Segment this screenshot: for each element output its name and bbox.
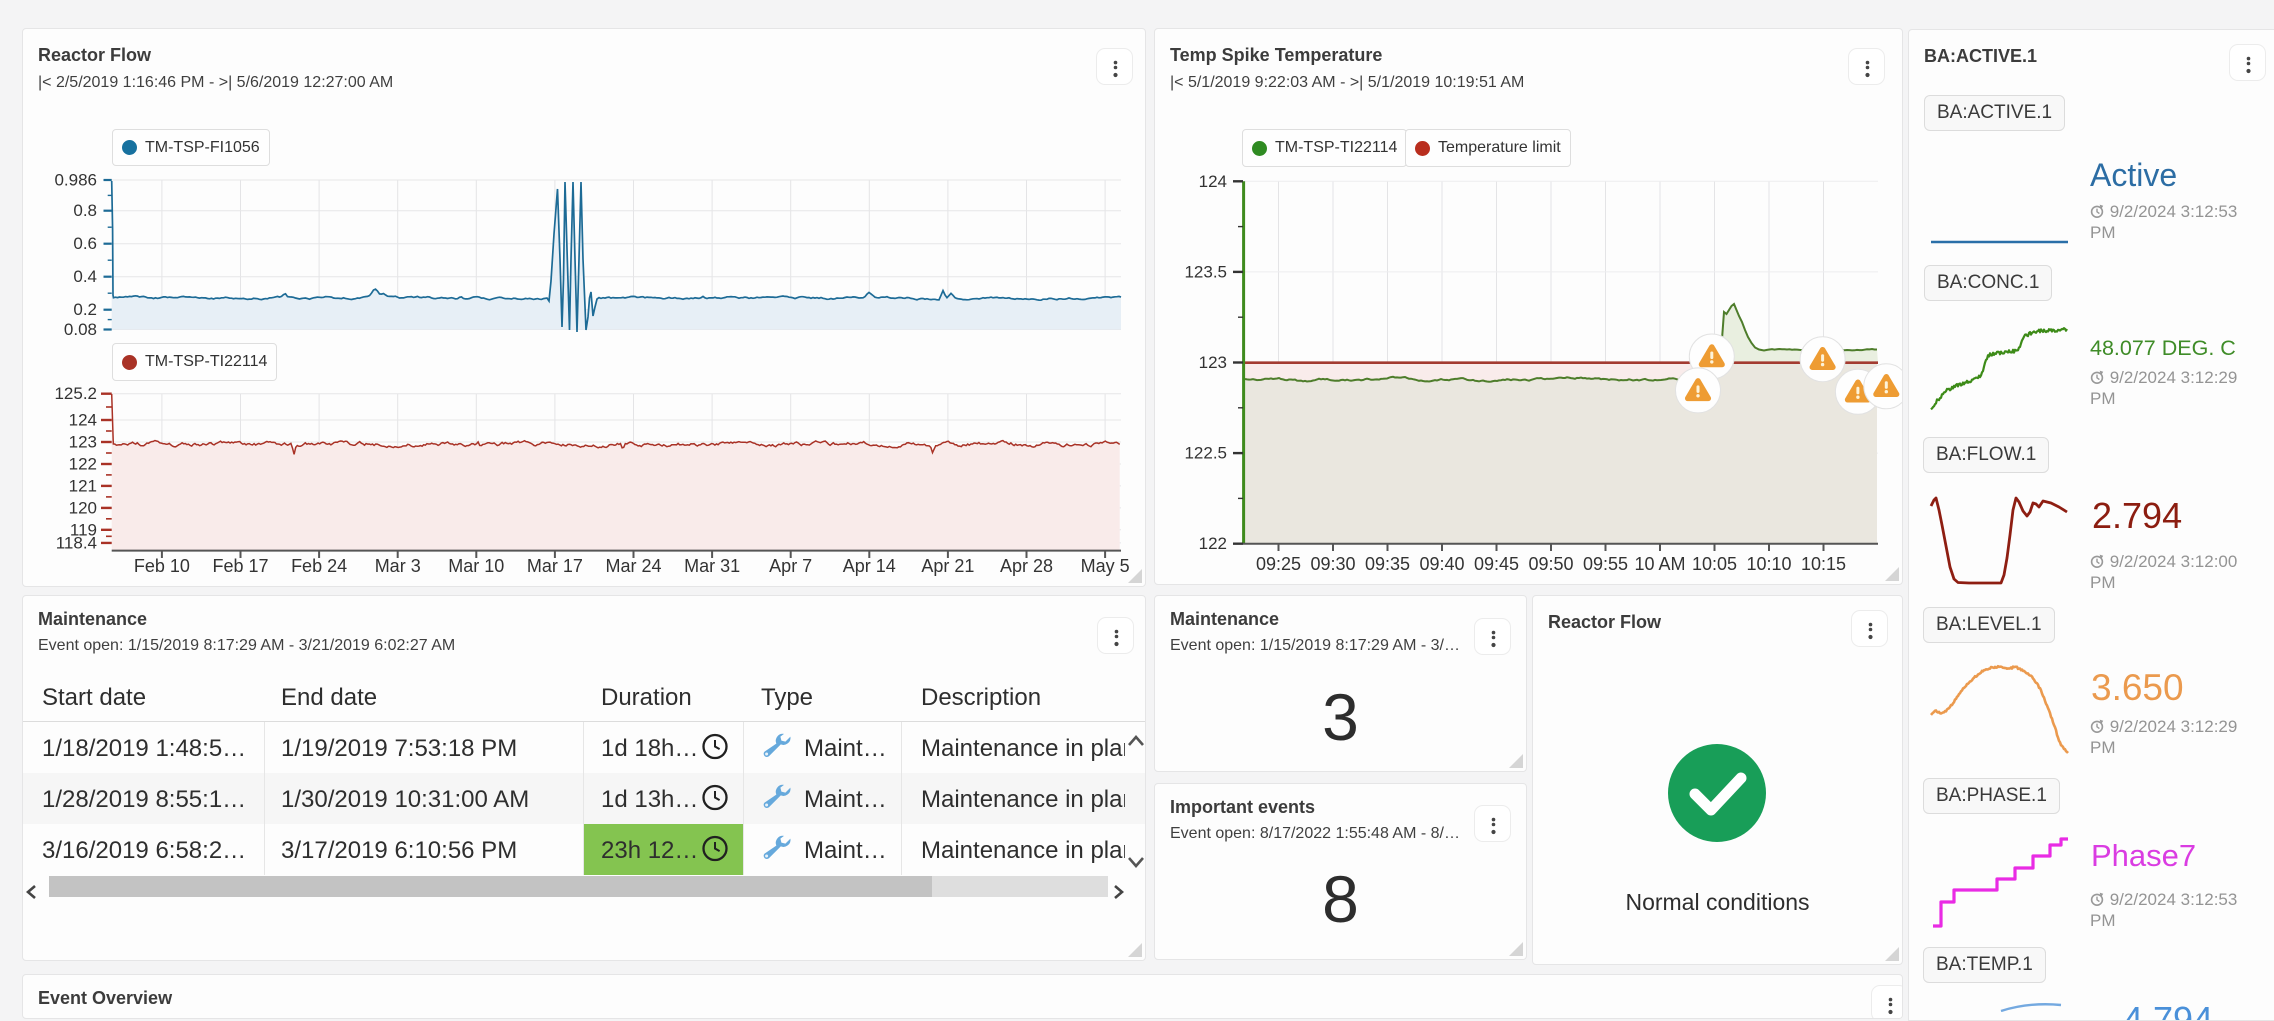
svg-text:Mar 3: Mar 3 bbox=[375, 556, 421, 576]
svg-text:09:25: 09:25 bbox=[1256, 554, 1301, 574]
svg-text:Mar 10: Mar 10 bbox=[448, 556, 504, 576]
svg-text:124: 124 bbox=[1199, 172, 1227, 191]
svg-text:Mar 31: Mar 31 bbox=[684, 556, 740, 576]
svg-text:09:35: 09:35 bbox=[1365, 554, 1410, 574]
svg-text:09:30: 09:30 bbox=[1310, 554, 1355, 574]
svg-text:Mar 24: Mar 24 bbox=[605, 556, 661, 576]
svg-text:10:15: 10:15 bbox=[1801, 554, 1846, 574]
svg-text:09:45: 09:45 bbox=[1474, 554, 1519, 574]
svg-text:121: 121 bbox=[69, 476, 97, 495]
svg-text:124: 124 bbox=[69, 411, 97, 430]
svg-text:0.6: 0.6 bbox=[73, 234, 97, 253]
svg-text:Apr 21: Apr 21 bbox=[921, 556, 974, 576]
svg-text:122: 122 bbox=[69, 455, 97, 474]
svg-text:0.4: 0.4 bbox=[73, 267, 97, 286]
svg-text:0.08: 0.08 bbox=[64, 320, 97, 339]
svg-text:10:05: 10:05 bbox=[1692, 554, 1737, 574]
svg-text:10:10: 10:10 bbox=[1746, 554, 1791, 574]
svg-text:May 5: May 5 bbox=[1081, 556, 1130, 576]
svg-text:09:55: 09:55 bbox=[1583, 554, 1628, 574]
svg-text:09:40: 09:40 bbox=[1419, 554, 1464, 574]
svg-text:122: 122 bbox=[1199, 534, 1227, 553]
svg-text:Feb 17: Feb 17 bbox=[212, 556, 268, 576]
svg-text:09:50: 09:50 bbox=[1528, 554, 1573, 574]
svg-text:Apr 14: Apr 14 bbox=[843, 556, 896, 576]
svg-text:123: 123 bbox=[69, 433, 97, 452]
svg-text:123: 123 bbox=[1199, 353, 1227, 372]
svg-text:Mar 17: Mar 17 bbox=[527, 556, 583, 576]
svg-text:Feb 10: Feb 10 bbox=[134, 556, 190, 576]
svg-text:Feb 24: Feb 24 bbox=[291, 556, 347, 576]
svg-text:125.2: 125.2 bbox=[54, 384, 97, 403]
svg-text:0.2: 0.2 bbox=[73, 300, 97, 319]
svg-text:119: 119 bbox=[70, 520, 97, 539]
svg-text:Apr 7: Apr 7 bbox=[769, 556, 812, 576]
svg-text:0.8: 0.8 bbox=[73, 201, 97, 220]
svg-text:0.986: 0.986 bbox=[54, 171, 97, 190]
svg-text:120: 120 bbox=[69, 498, 97, 517]
svg-text:Apr 28: Apr 28 bbox=[1000, 556, 1053, 576]
svg-text:10 AM: 10 AM bbox=[1634, 554, 1685, 574]
svg-text:122.5: 122.5 bbox=[1184, 444, 1227, 463]
svg-text:118.4: 118.4 bbox=[56, 533, 97, 552]
svg-text:123.5: 123.5 bbox=[1184, 262, 1227, 281]
